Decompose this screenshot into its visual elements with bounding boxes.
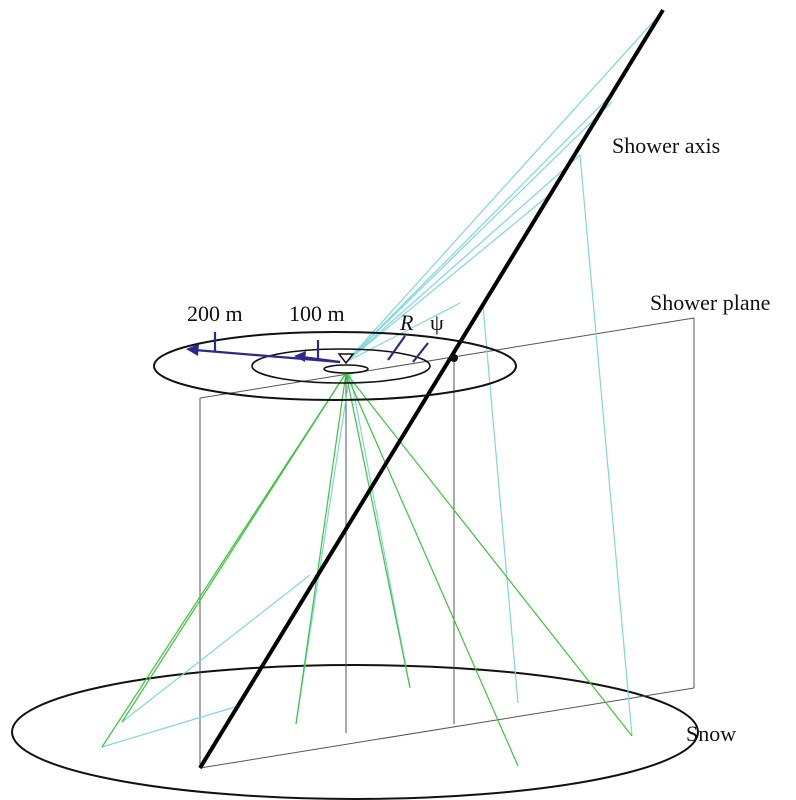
radius-100m-label: 100 m — [289, 301, 345, 326]
snow-label: Snow — [686, 721, 736, 746]
snow-ellipse — [11, 664, 699, 800]
r-distance-label: R — [399, 310, 414, 335]
psi-angle-label: ψ — [430, 310, 444, 335]
shower-plane — [199, 317, 695, 769]
ring-100m — [251, 348, 431, 384]
green-rays — [101, 372, 633, 767]
detector-icon — [337, 353, 355, 365]
axis-plane-intersection-point — [450, 354, 458, 362]
shower-axis-line — [198, 8, 665, 770]
detector-disk — [323, 364, 369, 374]
radius-arrows — [186, 332, 429, 364]
shower-axis-label: Shower axis — [612, 133, 720, 158]
ring-200m — [153, 331, 517, 401]
radius-200m-label: 200 m — [187, 301, 243, 326]
cyan-rays — [101, 11, 663, 748]
shower-plane-label: Shower plane — [650, 290, 770, 315]
